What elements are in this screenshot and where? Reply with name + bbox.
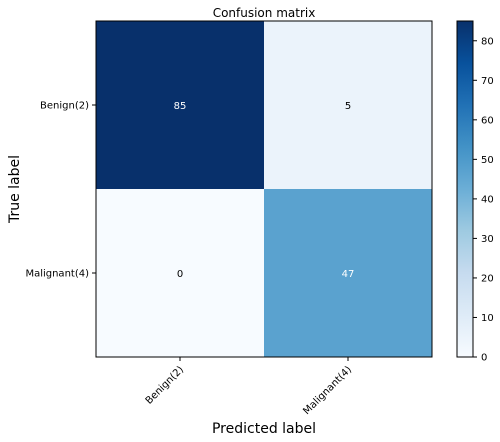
colorbar-tick-label: 30 <box>481 234 494 245</box>
heatmap-cell <box>264 21 432 189</box>
colorbar-ticks: 0 10 20 30 40 50 60 70 80 <box>473 36 494 364</box>
chart-title: Confusion matrix <box>213 6 316 20</box>
x-axis-ticks: Benign(2) Malignant(4) <box>144 357 354 417</box>
colorbar-tick-label: 70 <box>481 76 494 87</box>
colorbar-tick-label: 80 <box>481 36 494 47</box>
heatmap-cell <box>96 189 264 357</box>
colorbar-tick-label: 50 <box>481 155 494 166</box>
x-tick-label: Benign(2) <box>144 364 186 406</box>
y-axis-title: True label <box>7 155 23 224</box>
colorbar-tick-label: 40 <box>481 194 494 205</box>
colorbar-tick-label: 20 <box>481 273 494 284</box>
heatmap-cell <box>264 189 432 357</box>
colorbar-tick-label: 0 <box>481 353 487 364</box>
y-tick-label: Benign(2) <box>40 101 89 112</box>
colorbar-gradient <box>457 21 473 357</box>
y-axis-ticks: Benign(2) Malignant(4) <box>25 101 96 280</box>
x-axis-title: Predicted label <box>212 421 316 437</box>
heatmap-cell <box>96 21 264 189</box>
x-tick-label: Malignant(4) <box>301 364 354 417</box>
cell-value-label: 47 <box>342 269 355 280</box>
heatmap-cells <box>96 21 432 357</box>
cell-value-label: 85 <box>174 101 187 112</box>
heatmap-frame <box>95 20 433 358</box>
cell-value-label: 0 <box>177 269 183 280</box>
colorbar-tick-label: 60 <box>481 115 494 126</box>
colorbar-frame <box>456 20 474 358</box>
cell-value-labels: 85 5 0 47 <box>174 101 355 280</box>
colorbar: 0 10 20 30 40 50 60 70 80 <box>456 20 494 364</box>
y-tick-label: Malignant(4) <box>25 269 89 280</box>
cell-value-label: 5 <box>345 101 351 112</box>
colorbar-tick-label: 10 <box>481 313 494 324</box>
